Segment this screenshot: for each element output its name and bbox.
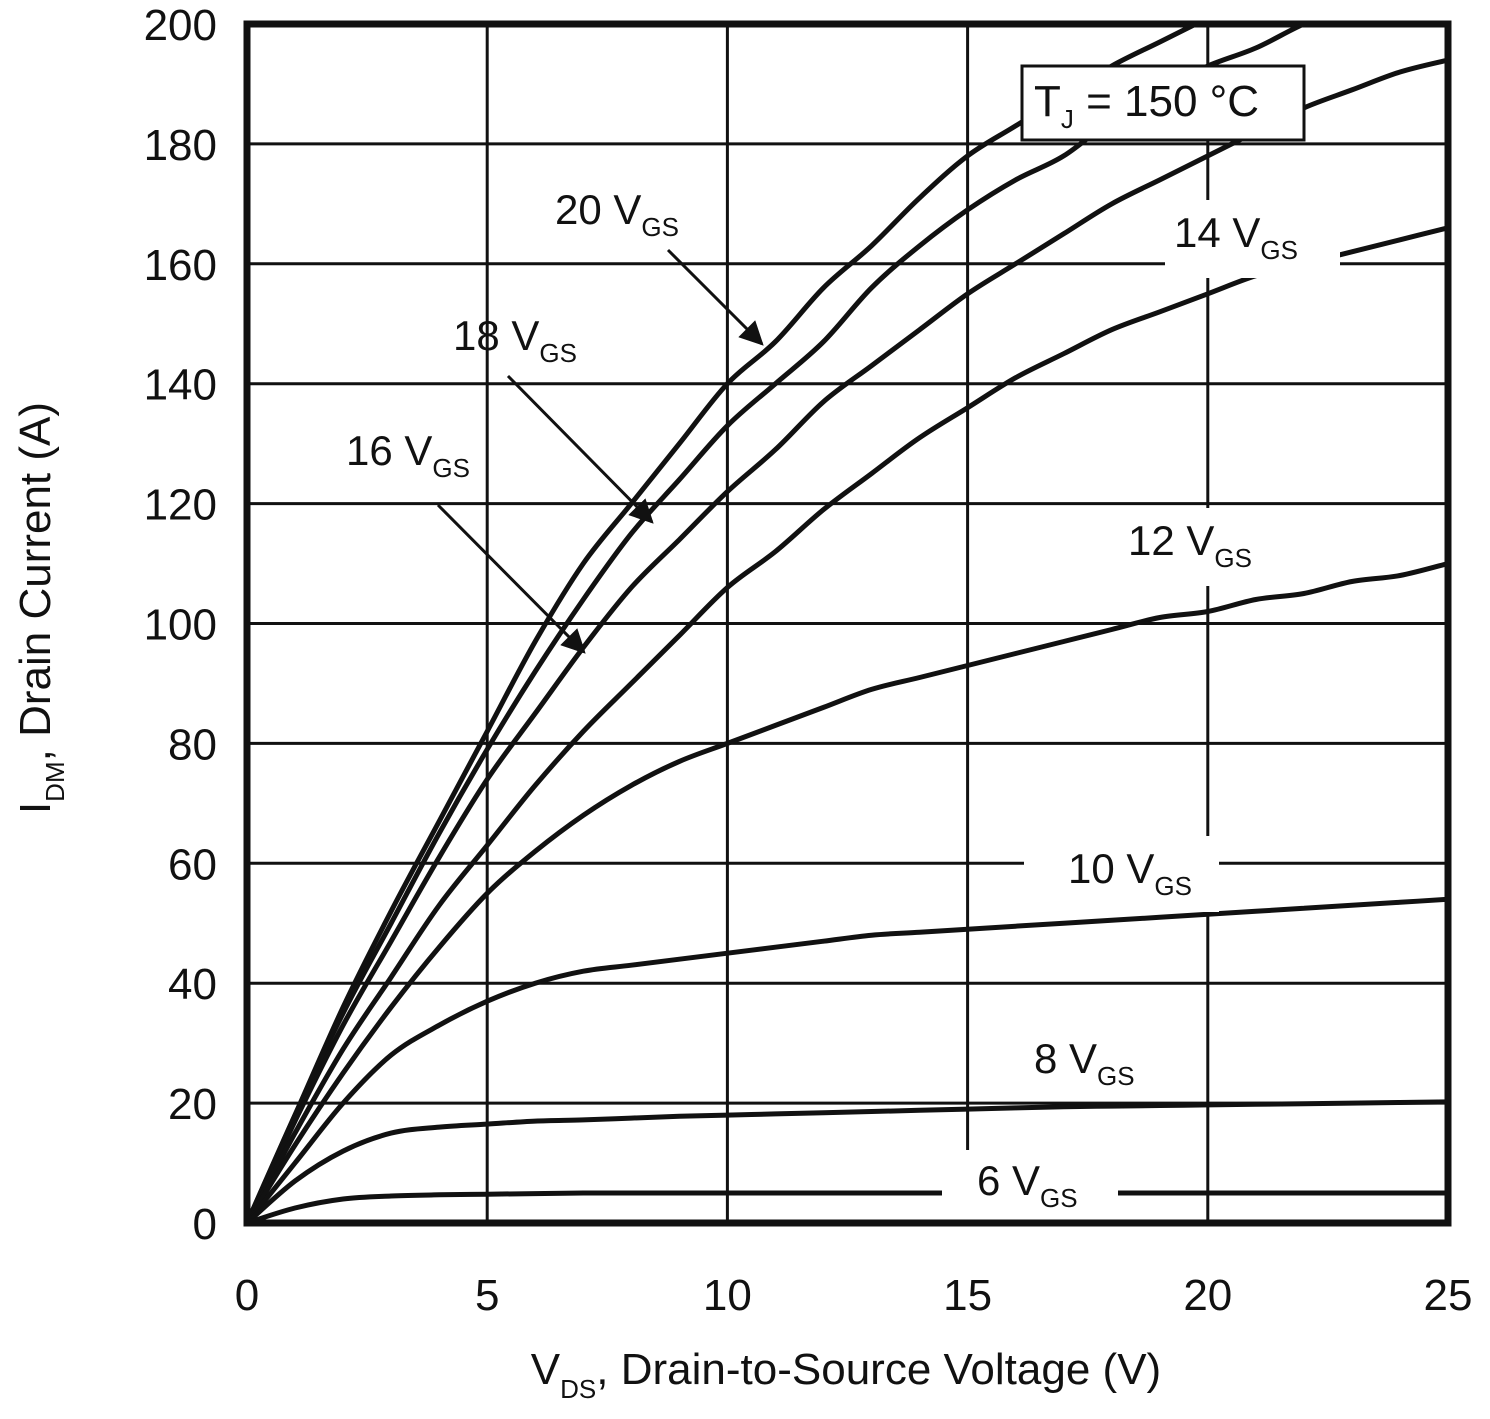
x-tick-label: 25	[1424, 1271, 1473, 1320]
x-axis-title-rest: , Drain-to-Source Voltage (V)	[596, 1345, 1161, 1394]
label-arrow	[506, 374, 654, 524]
x-tick-label: 10	[703, 1271, 752, 1320]
curve-label: 20 VGS	[555, 186, 679, 242]
curve-label: 18 VGS	[453, 312, 577, 368]
label-bg	[1024, 836, 1219, 912]
curve-20-vgs	[247, 24, 1202, 1223]
curve-label: 16 VGS	[346, 427, 470, 483]
y-tick-label: 80	[168, 720, 217, 769]
curve-labels: 20 VGS 18 VGS 16 VGS 14 VGS 12 VGS 10 VGS 8 VG…	[346, 186, 1298, 1213]
curve-16-vgs	[247, 57, 1448, 1223]
x-axis-title-main: V	[531, 1345, 561, 1394]
y-tick-label: 180	[144, 121, 217, 170]
label-bg	[1120, 508, 1285, 586]
curve-18-vgs	[247, 24, 1311, 1223]
curves	[247, 24, 1448, 1223]
y-axis-title-main: I	[11, 802, 60, 814]
y-tick-label: 40	[168, 960, 217, 1009]
curve-label: 8 VGS	[1034, 1035, 1135, 1091]
label-arrow	[436, 503, 586, 654]
y-tick-label: 140	[144, 361, 217, 410]
curve-12-vgs	[247, 561, 1448, 1223]
x-tick-label: 5	[475, 1271, 499, 1320]
y-tick-label: 200	[144, 1, 217, 50]
annotation-text: TJ = 150 °C	[1034, 77, 1259, 134]
curve-label: 14 VGS	[1174, 209, 1298, 265]
y-tick-label: 100	[144, 601, 217, 650]
x-axis-title: VDS, Drain-to-Source Voltage (V)	[531, 1345, 1161, 1404]
y-axis-title: IDM, Drain Current (A)	[11, 402, 70, 814]
y-axis-title-sub: DM	[40, 761, 70, 801]
curve-10-vgs	[247, 896, 1448, 1223]
x-axis-title-sub: DS	[560, 1374, 596, 1404]
y-axis-title-rest: , Drain Current (A)	[11, 402, 60, 761]
annotation-rest: = 150 °C	[1074, 77, 1259, 126]
label-arrow	[666, 248, 764, 346]
annotation-sub: J	[1061, 104, 1074, 134]
curve-label: 6 VGS	[977, 1157, 1078, 1213]
curve-6-vgs	[247, 1190, 1448, 1223]
label-bg	[942, 1150, 1118, 1220]
annotation-box	[1020, 64, 1306, 142]
annotation-main: T	[1034, 77, 1061, 126]
y-tick-label: 160	[144, 241, 217, 290]
x-tick-label: 15	[943, 1271, 992, 1320]
y-tick-label: 120	[144, 481, 217, 530]
label-bg	[1165, 200, 1340, 278]
curve-8-vgs	[247, 1099, 1448, 1223]
y-tick-label: 0	[193, 1200, 217, 1249]
grid	[247, 24, 1448, 1223]
tick-labels: 0 5 10 15 20 25 0 20 40 60 80 100 120 140 160 180 200	[144, 1, 1473, 1320]
curve-label: 10 VGS	[1068, 845, 1192, 901]
curve-14-vgs	[247, 225, 1448, 1223]
y-tick-label: 60	[168, 840, 217, 889]
y-tick-label: 20	[168, 1080, 217, 1129]
label-backgrounds	[942, 200, 1340, 1220]
curve-label: 12 VGS	[1128, 517, 1252, 573]
x-tick-label: 20	[1183, 1271, 1232, 1320]
plot-frame	[243, 20, 1452, 1227]
x-tick-label: 0	[235, 1271, 259, 1320]
